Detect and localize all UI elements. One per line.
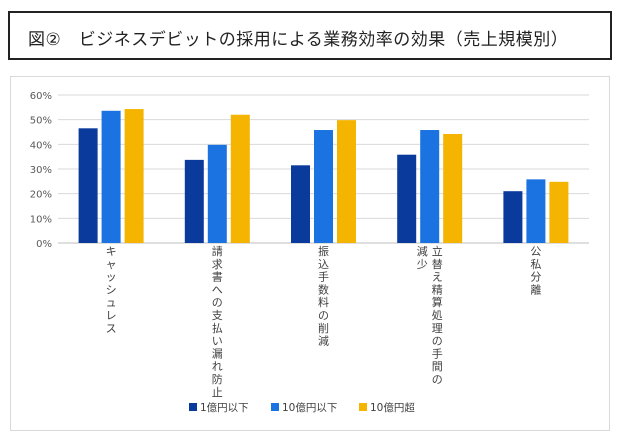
bar — [397, 154, 417, 243]
y-tick-label: 20% — [30, 190, 52, 201]
chart-frame: 0% 10% 20% 30% 40% 50% 60% キャッシュレス 請求書への支払い漏れ防止 振… — [10, 76, 610, 431]
title-box: 図② ビジネスデビットの採用による業務効率の効果（売上規模別） — [8, 11, 612, 60]
bar — [443, 133, 463, 243]
bar — [78, 128, 98, 243]
category-label: 請求書への支払い漏れ防止 — [212, 244, 223, 399]
bar — [549, 181, 569, 243]
bar — [207, 144, 227, 243]
y-tick-label: 40% — [30, 140, 52, 151]
y-tick-label: 50% — [30, 116, 52, 127]
y-tick-label: 30% — [30, 165, 52, 176]
category-label: 公私分離 — [530, 245, 541, 296]
legend-label: 10億円以下 — [282, 401, 337, 414]
category-label: 減少 — [417, 244, 428, 271]
y-tick-label: 60% — [30, 91, 52, 102]
bar-chart: 0% 10% 20% 30% 40% 50% 60% キャッシュレス 請求書への支払い漏れ防止 振… — [30, 91, 589, 414]
bar — [314, 130, 333, 243]
bar — [291, 165, 310, 243]
bar — [124, 109, 144, 243]
legend-swatch — [359, 403, 367, 411]
category-label: 立替え精算処理の手間の — [432, 244, 443, 386]
chart-title: 図② ビジネスデビットの採用による業務効率の効果（売上規模別） — [28, 30, 569, 50]
legend-swatch — [271, 403, 279, 411]
legend-label: 10億円超 — [370, 401, 415, 414]
bar — [503, 191, 523, 243]
bar — [337, 120, 356, 243]
bar — [230, 114, 250, 243]
bar — [101, 110, 121, 243]
category-label: キャッシュレス — [106, 245, 117, 335]
legend-swatch — [189, 403, 197, 411]
y-tick-label: 10% — [30, 214, 52, 225]
category-label: 振込手数料の削減 — [318, 244, 329, 348]
bar — [526, 179, 546, 243]
bar — [184, 159, 204, 243]
legend-label: 1億円以下 — [200, 401, 249, 414]
y-tick-label: 0% — [36, 239, 52, 250]
bar — [420, 130, 440, 243]
